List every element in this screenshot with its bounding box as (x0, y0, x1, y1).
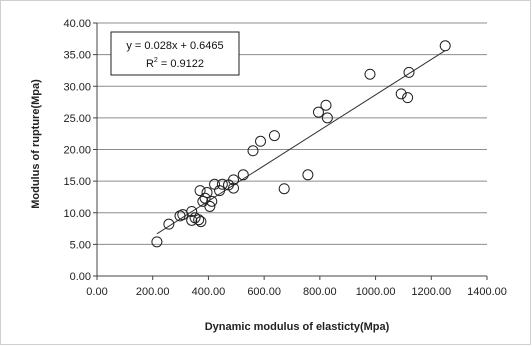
r-squared-label: R2 = 0.9122 (146, 57, 204, 70)
data-point (321, 112, 333, 124)
y-tick-label: 10.00 (63, 208, 91, 220)
data-point (402, 92, 414, 104)
y-tick-label: 30.00 (63, 81, 91, 93)
data-point (403, 66, 415, 78)
data-point (278, 183, 290, 195)
r-squared-exponent: 2 (154, 57, 158, 64)
data-point (395, 88, 407, 100)
y-tick-label: 5.00 (70, 239, 91, 251)
data-point (151, 236, 163, 248)
data-point (312, 106, 324, 118)
data-point (364, 68, 376, 80)
equation-box-border (110, 31, 240, 76)
y-tick-label: 20.00 (63, 145, 91, 157)
x-tick-label: 1000.00 (356, 286, 396, 298)
data-point (193, 214, 205, 226)
data-point (163, 218, 175, 230)
y-tick-label: 25.00 (63, 113, 91, 125)
x-tick-label: 200.00 (136, 286, 170, 298)
trendline-equation-box: y = 0.028x + 0.6465 R2 = 0.9122 (110, 31, 240, 76)
x-axis-title: Dynamic modulus of elasticty(Mpa) (205, 321, 390, 333)
trendline-equation: y = 0.028x + 0.6465 (126, 40, 223, 52)
data-point (194, 185, 206, 197)
trendline (156, 50, 446, 235)
data-point (237, 169, 249, 181)
r-squared-value: = 0.9122 (158, 58, 204, 70)
x-tick-label: 1400.00 (467, 286, 507, 298)
data-point (199, 192, 211, 204)
data-point (186, 205, 198, 217)
point-layer (151, 40, 451, 248)
data-point (204, 200, 216, 212)
x-tick-label: 400.00 (192, 286, 226, 298)
data-point (228, 174, 239, 186)
axis-layer: 0.005.0010.0015.0020.0025.0030.0035.0040… (63, 18, 506, 298)
data-point (216, 178, 228, 190)
grid-layer (97, 22, 487, 277)
x-tick-label: 800.00 (303, 286, 337, 298)
y-tick-label: 35.00 (63, 50, 91, 62)
data-point (268, 130, 280, 142)
data-point (247, 145, 259, 157)
x-tick-label: 1200.00 (411, 286, 451, 298)
trendline-layer (156, 50, 446, 235)
data-point (320, 99, 332, 111)
data-point (439, 40, 451, 52)
data-point (195, 216, 207, 228)
y-tick-label: 15.00 (63, 176, 91, 188)
data-point (228, 182, 239, 194)
data-point (214, 185, 226, 197)
data-point (186, 214, 198, 226)
data-point (302, 169, 314, 181)
x-tick-label: 600.00 (247, 286, 281, 298)
data-point (206, 195, 218, 207)
y-tick-label: 40.00 (63, 18, 91, 30)
data-point (255, 135, 267, 147)
y-axis-title: Modulus of rupture(Mpa) (30, 79, 42, 209)
r-squared-prefix: R (146, 58, 154, 70)
y-tick-label: 0.00 (70, 271, 91, 283)
data-point (201, 187, 213, 199)
x-tick-label: 0.00 (86, 286, 107, 298)
